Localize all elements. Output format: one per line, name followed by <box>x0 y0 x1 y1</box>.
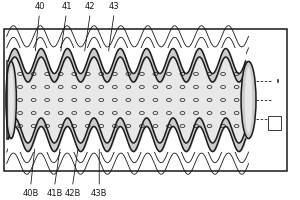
Ellipse shape <box>8 67 14 133</box>
Bar <box>268 116 281 130</box>
Ellipse shape <box>245 67 252 133</box>
Bar <box>8 48 246 152</box>
Text: 40B: 40B <box>22 189 39 198</box>
Text: 42: 42 <box>85 2 95 11</box>
Ellipse shape <box>6 61 16 139</box>
Text: 42B: 42B <box>64 189 80 198</box>
Text: 43: 43 <box>109 2 119 11</box>
Text: 43B: 43B <box>91 189 107 198</box>
Bar <box>4 29 287 171</box>
Text: 41B: 41B <box>46 189 63 198</box>
Text: 40: 40 <box>34 2 45 11</box>
Text: 41: 41 <box>61 2 72 11</box>
Ellipse shape <box>241 61 256 139</box>
